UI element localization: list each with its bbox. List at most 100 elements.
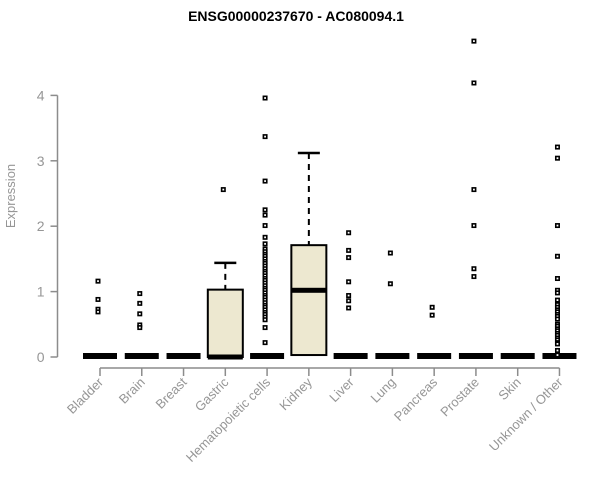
x-tick-label: Lung xyxy=(367,375,398,406)
outlier-point-center xyxy=(264,341,266,344)
outlier-point-center xyxy=(264,313,266,316)
outlier-point-center xyxy=(264,296,266,299)
outlier-point-center xyxy=(138,324,141,326)
y-tick-label: 0 xyxy=(37,349,45,365)
outlier-point-center xyxy=(347,307,350,309)
x-tick-label: Pancreas xyxy=(391,374,441,424)
outlier-point-center xyxy=(347,256,350,259)
outlier-point-center xyxy=(556,292,559,294)
outlier-point-center xyxy=(431,314,434,317)
x-tick-label: Breast xyxy=(152,374,189,411)
outlier-point-center xyxy=(97,298,99,301)
outlier-point-center xyxy=(556,255,559,258)
outlier-point-center xyxy=(264,282,266,284)
outlier-point-center xyxy=(556,334,559,337)
outlier-point-center xyxy=(264,262,266,265)
zero-bar xyxy=(458,353,493,359)
outlier-point-center xyxy=(556,325,559,328)
outlier-point-center xyxy=(389,252,392,254)
outlier-point-center xyxy=(264,250,266,253)
outlier-point-center xyxy=(347,280,350,283)
outlier-point-center xyxy=(264,284,266,287)
zero-bar xyxy=(375,353,410,359)
outlier-point-center xyxy=(264,279,266,282)
outlier-point-center xyxy=(556,157,559,160)
outlier-point-center xyxy=(556,224,559,227)
median-line xyxy=(207,354,243,360)
outlier-point-center xyxy=(473,275,475,278)
zero-bar xyxy=(166,353,201,359)
outlier-point-center xyxy=(264,214,266,216)
y-tick-label: 4 xyxy=(37,87,45,103)
outlier-point-center xyxy=(264,242,266,245)
zero-bar xyxy=(83,353,117,359)
outlier-point-center xyxy=(264,316,266,319)
outlier-point-center xyxy=(264,292,266,294)
outlier-point-center xyxy=(556,146,559,148)
x-tick-label: Skin xyxy=(495,375,523,403)
y-tick-label: 2 xyxy=(37,218,45,234)
outlier-point-center xyxy=(556,315,559,318)
outlier-point-center xyxy=(138,312,141,315)
outlier-point-center xyxy=(264,255,266,258)
outlier-point-center xyxy=(556,329,559,332)
zero-bar xyxy=(417,353,452,359)
x-tick-label: Brain xyxy=(116,375,148,407)
outlier-point-center xyxy=(556,306,559,309)
median-line xyxy=(291,287,327,293)
outlier-point-center xyxy=(556,303,559,306)
outlier-point-center xyxy=(473,82,475,84)
x-tick-label: Prostate xyxy=(437,375,482,420)
outlier-point-center xyxy=(556,289,559,292)
outlier-point-center xyxy=(138,326,141,329)
outlier-point-center xyxy=(264,248,266,250)
outlier-point-center xyxy=(264,135,266,138)
outlier-point-center xyxy=(556,299,559,302)
outlier-point-center xyxy=(473,40,475,43)
outlier-point-center xyxy=(473,224,475,227)
zero-bar xyxy=(500,353,535,359)
outlier-point-center xyxy=(264,306,266,309)
outlier-point-center xyxy=(264,208,266,211)
outlier-point-center xyxy=(264,272,266,275)
outlier-point-center xyxy=(264,267,266,270)
x-tick-label: Gastric xyxy=(192,374,232,414)
outlier-point-center xyxy=(264,318,266,321)
outlier-point-center xyxy=(264,299,266,302)
y-tick-label: 3 xyxy=(37,153,45,169)
outlier-point-center xyxy=(264,180,266,182)
x-tick-label: Kidney xyxy=(276,374,315,413)
outlier-point-center xyxy=(97,280,99,283)
outlier-point-center xyxy=(97,308,99,311)
outlier-point-center xyxy=(556,310,559,313)
outlier-point-center xyxy=(138,292,141,295)
outlier-point-center xyxy=(556,349,559,352)
outlier-point-center xyxy=(264,224,266,227)
x-tick-label: Unknown / Other xyxy=(486,374,566,454)
outlier-point-center xyxy=(556,343,559,345)
outlier-point-center xyxy=(347,294,350,297)
outlier-point-center xyxy=(473,188,475,191)
x-tick-label: Liver xyxy=(326,374,357,405)
outlier-point-center xyxy=(264,236,266,239)
outlier-point-center xyxy=(556,339,559,341)
chart-title: ENSG00000237670 - AC080094.1 xyxy=(188,8,404,24)
outlier-point-center xyxy=(347,231,350,234)
zero-bar xyxy=(333,353,368,359)
outlier-point-center xyxy=(264,97,266,99)
outlier-point-center xyxy=(389,282,392,285)
zero-bar xyxy=(250,353,285,359)
outlier-point-center xyxy=(556,354,559,356)
outlier-point-center xyxy=(556,277,559,280)
outlier-point-center xyxy=(264,265,266,267)
outlier-point-center xyxy=(347,299,350,302)
outlier-point-center xyxy=(264,275,266,277)
outlier-point-center xyxy=(556,318,559,320)
outlier-point-center xyxy=(473,267,475,270)
outlier-point-center xyxy=(264,301,266,304)
outlier-point-center xyxy=(138,302,141,305)
box xyxy=(206,288,244,358)
outlier-point-center xyxy=(264,309,266,311)
